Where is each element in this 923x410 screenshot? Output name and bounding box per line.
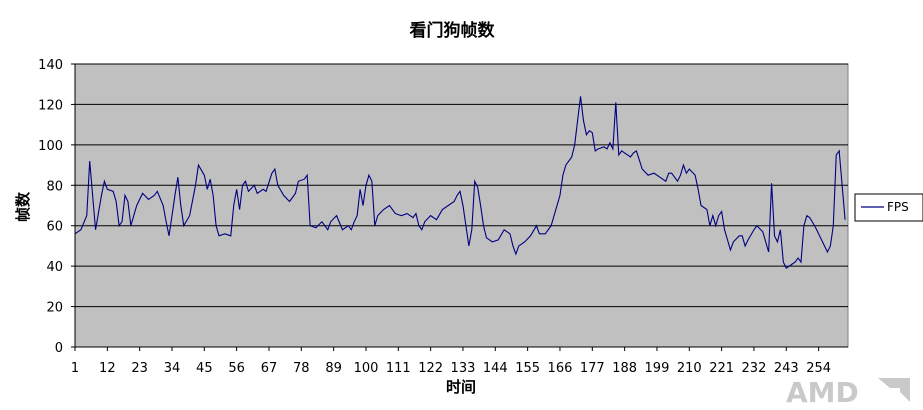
legend-box (854, 193, 923, 222)
chart-title: 看门狗帧数 (409, 20, 496, 41)
x-tick-label: 23 (131, 361, 148, 376)
x-tick-label: 34 (164, 361, 181, 376)
amd-arrow-icon (878, 378, 910, 402)
amd-logo-text: AMD (786, 376, 859, 409)
x-tick-label: 122 (418, 361, 443, 376)
x-tick-label: 100 (354, 361, 379, 376)
x-tick-label: 210 (677, 361, 702, 376)
y-tick-label: 80 (46, 179, 63, 194)
y-tick-label: 140 (38, 58, 63, 73)
plot-area (74, 63, 849, 348)
x-tick-label: 12 (99, 361, 116, 376)
x-tick-label: 155 (515, 361, 540, 376)
legend: FPS (854, 193, 923, 222)
y-tick-label: 60 (46, 220, 63, 235)
y-tick-label: 100 (38, 139, 63, 154)
x-tick-label: 199 (645, 361, 670, 376)
x-axis-ticks: 1 12 23 34 45 56 67 78 89 100 111 122 133 144 155 166 17… (71, 347, 831, 376)
y-tick-label: 20 (46, 301, 63, 316)
x-tick-label: 232 (742, 361, 767, 376)
x-tick-label: 133 (451, 361, 476, 376)
y-tick-label: 120 (38, 98, 63, 113)
x-tick-label: 188 (612, 361, 637, 376)
legend-label-fps: FPS (887, 200, 909, 214)
y-axis-ticks: 0 20 40 60 80 100 120 140 (38, 58, 75, 356)
x-tick-label: 166 (548, 361, 573, 376)
x-tick-label: 45 (196, 361, 213, 376)
y-axis-title: 帧数 (14, 191, 32, 222)
grid-lines (75, 63, 848, 308)
y-tick-label: 0 (55, 341, 63, 356)
series-line-fps (74, 96, 846, 269)
x-tick-label: 177 (580, 361, 605, 376)
x-tick-label: 56 (228, 361, 245, 376)
amd-logo: AMD (786, 376, 910, 409)
x-tick-label: 144 (483, 361, 508, 376)
x-tick-label: 78 (293, 361, 310, 376)
x-tick-label: 254 (806, 361, 831, 376)
x-axis-title: 时间 (446, 378, 476, 396)
y-tick-label: 40 (46, 260, 63, 275)
x-tick-label: 111 (386, 361, 411, 376)
x-tick-label: 67 (261, 361, 278, 376)
x-tick-label: 243 (774, 361, 799, 376)
x-tick-label: 1 (71, 361, 79, 376)
x-tick-label: 89 (325, 361, 342, 376)
x-tick-label: 221 (709, 361, 734, 376)
